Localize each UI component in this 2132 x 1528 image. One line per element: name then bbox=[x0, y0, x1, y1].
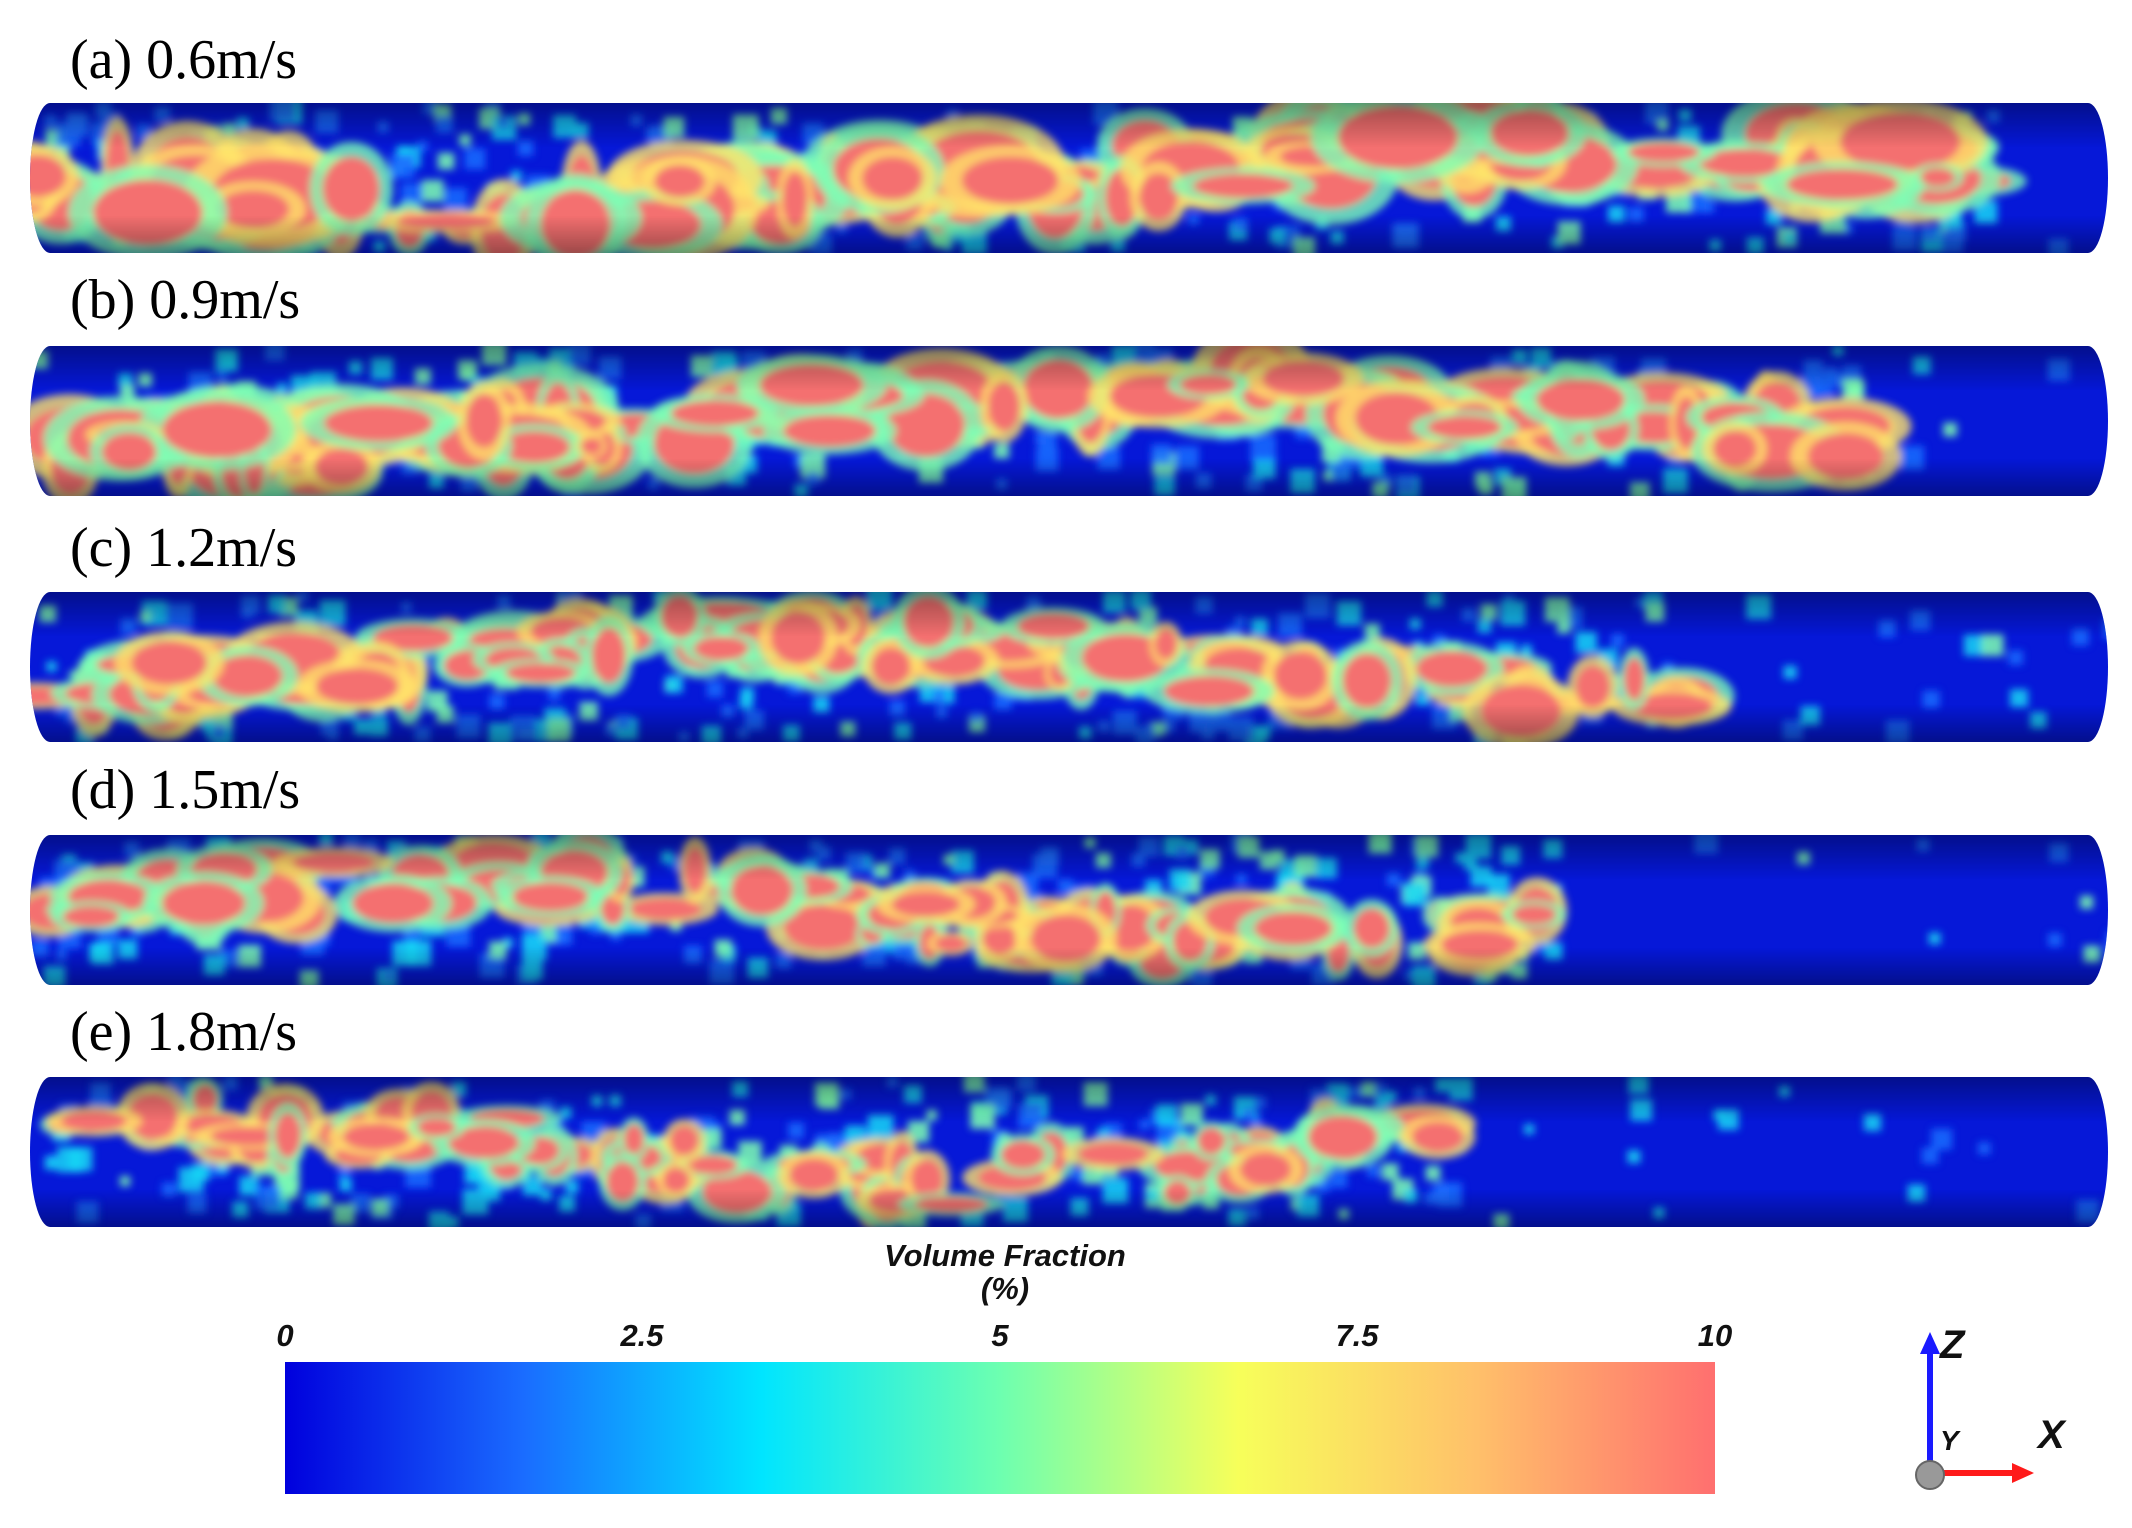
y-axis-origin bbox=[1915, 1460, 1945, 1490]
pipe-contour-c bbox=[30, 592, 2108, 742]
colorbar-title: Volume Fraction (%) bbox=[0, 1238, 2010, 1306]
z-axis-label: Z bbox=[1939, 1323, 1966, 1367]
panel-label-d: (d) 1.5m/s bbox=[70, 759, 301, 821]
pipe-contour-d bbox=[30, 835, 2108, 985]
pipe-contour-a bbox=[30, 103, 2108, 253]
colorbar-tick-0: 0 bbox=[276, 1318, 294, 1353]
pipe-contour-b bbox=[30, 346, 2108, 496]
colorbar-gradient bbox=[285, 1362, 1715, 1494]
colorbar-title-text: Volume Fraction bbox=[884, 1238, 1126, 1273]
colorbar-tick-2: 5 bbox=[991, 1318, 1009, 1353]
panel-label-b: (b) 0.9m/s bbox=[70, 269, 301, 331]
x-axis-arrowhead bbox=[2012, 1463, 2034, 1483]
panel-label-c: (c) 1.2m/s bbox=[70, 517, 298, 579]
y-axis-label: Y bbox=[1940, 1425, 1961, 1456]
axis-triad: Z Y X bbox=[1915, 1323, 2067, 1490]
panel-label-a: (a) 0.6m/s bbox=[70, 29, 298, 91]
colorbar-tick-4: 10 bbox=[1697, 1318, 1733, 1353]
x-axis-label: X bbox=[2036, 1413, 2067, 1457]
colorbar-unit: (%) bbox=[980, 1270, 1030, 1306]
pipe-contour-e bbox=[30, 1077, 2108, 1227]
colorbar-tick-3: 7.5 bbox=[1335, 1318, 1379, 1353]
panel-label-e: (e) 1.8m/s bbox=[70, 1001, 298, 1063]
colorbar-tick-1: 2.5 bbox=[620, 1318, 664, 1353]
z-axis-arrowhead bbox=[1920, 1332, 1940, 1354]
